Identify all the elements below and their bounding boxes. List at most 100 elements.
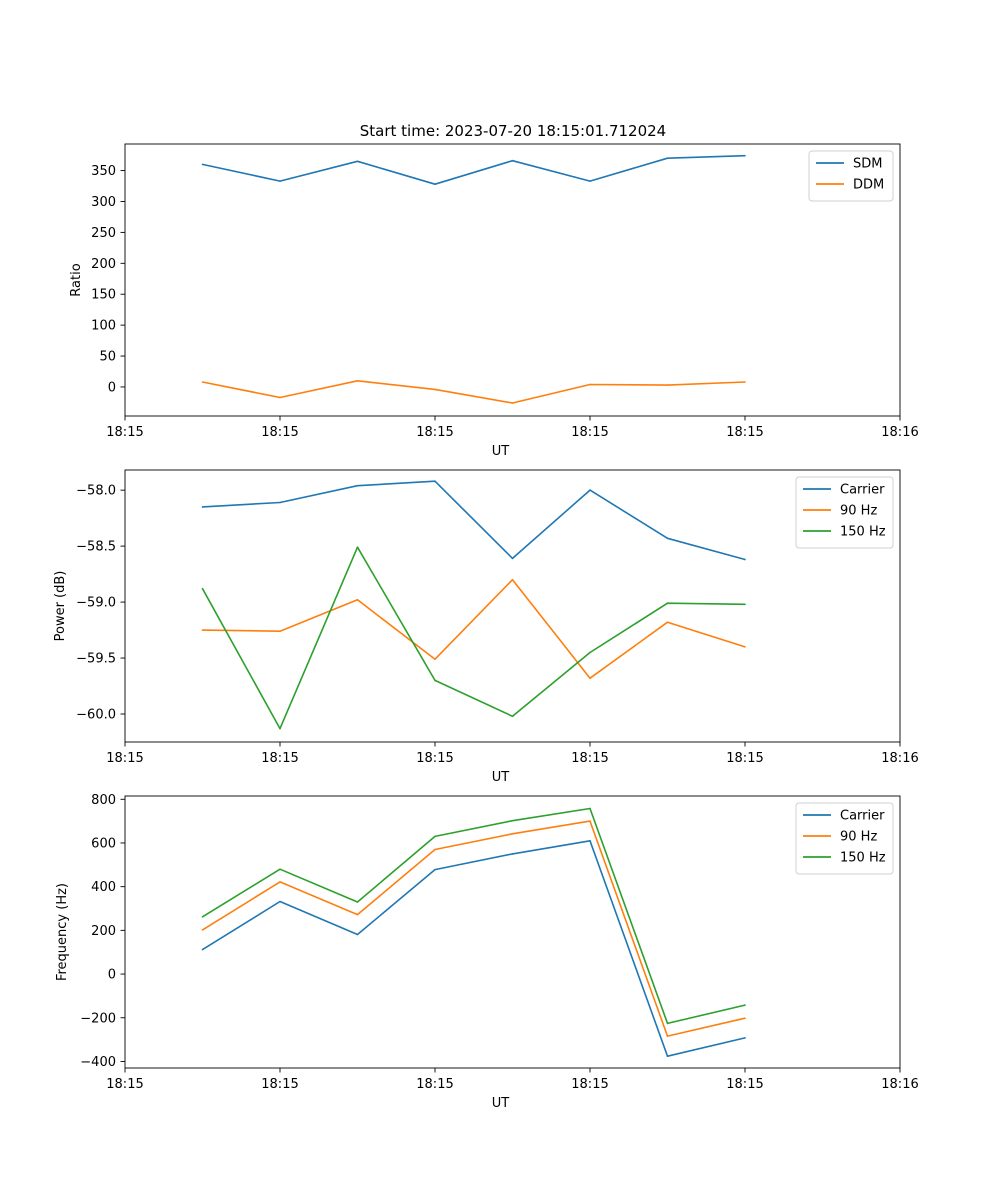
- x-axis-label: UT: [492, 1096, 510, 1111]
- data-point-150-hz: [589, 651, 591, 654]
- data-point-carrier: [511, 557, 514, 560]
- y-tick-label: 0: [108, 380, 116, 395]
- series-line-sdm: [202, 154, 746, 185]
- y-tick-label: 150: [91, 288, 116, 303]
- y-tick-label: 400: [91, 880, 116, 895]
- series-line-150-hz: [201, 546, 746, 730]
- y-tick-label: −59.0: [76, 596, 116, 611]
- data-point-90-hz: [589, 820, 591, 822]
- y-axis-label: Power (dB): [53, 571, 68, 642]
- y-tick-label: 600: [91, 836, 116, 851]
- legend: Carrier 90 Hz 150 Hz: [795, 802, 894, 875]
- data-point-150-hz: [201, 587, 204, 590]
- y-tick-label: 200: [91, 257, 116, 272]
- legend: SDM DDM: [808, 150, 894, 202]
- data-point-90-hz: [434, 658, 436, 660]
- data-point-90-hz: [279, 630, 281, 632]
- data-point-150-hz: [356, 546, 359, 549]
- data-point-90-hz: [744, 1017, 746, 1019]
- data-point-ddm: [511, 402, 514, 404]
- data-point-90-hz: [356, 913, 359, 916]
- data-point-150-hz: [201, 916, 204, 918]
- data-point-90-hz: [589, 677, 591, 679]
- y-tick-label: −58.5: [76, 540, 116, 555]
- data-point-carrier: [279, 501, 281, 504]
- data-point-90-hz: [201, 929, 204, 931]
- data-point-ddm: [589, 383, 591, 386]
- data-point-sdm: [666, 157, 669, 160]
- data-point-150-hz: [279, 727, 281, 730]
- data-point-150-hz: [434, 679, 436, 682]
- axes-frame: [124, 143, 901, 417]
- data-point-carrier: [356, 933, 359, 936]
- x-tick-label: 18:15: [726, 425, 763, 440]
- x-axis-label: UT: [492, 770, 510, 785]
- x-tick-label: 18:15: [416, 1077, 453, 1092]
- legend-label: 90 Hz: [840, 504, 877, 519]
- axes-frame: [124, 469, 901, 743]
- data-point-150-hz: [511, 715, 514, 718]
- x-tick-label: 18:15: [261, 425, 298, 440]
- data-point-carrier: [434, 868, 436, 871]
- legend-label: 150 Hz: [840, 851, 886, 866]
- x-tick-label: 18:15: [726, 751, 763, 766]
- chart-panel-power: 18:15 18:15 18:15 18:15 18:15 18:16 −60.0 −59.5…: [53, 469, 919, 785]
- y-tick-label: 200: [91, 924, 116, 939]
- data-point-90-hz: [511, 832, 514, 835]
- series-line-carrier: [202, 480, 746, 561]
- x-tick-label: 18:16: [881, 751, 918, 766]
- series-line-ddm: [202, 379, 746, 404]
- data-point-sdm: [744, 154, 746, 157]
- y-axis-label: Ratio: [69, 263, 84, 296]
- data-point-150-hz: [589, 807, 591, 810]
- x-tick-label: 18:15: [106, 425, 143, 440]
- data-point-sdm: [434, 183, 436, 185]
- data-point-90-hz: [511, 578, 514, 581]
- data-point-90-hz: [666, 621, 669, 624]
- y-tick-label: 300: [91, 195, 116, 210]
- axes-frame: [124, 795, 901, 1069]
- y-tick-label: −400: [80, 1055, 116, 1070]
- data-point-150-hz: [434, 835, 436, 838]
- y-tick-label: −59.5: [76, 652, 116, 667]
- chart-panel-ratio: 18:15 18:15 18:15 18:15 18:15 18:16 0 50 100 150 2…: [69, 143, 919, 459]
- legend-label: Carrier: [840, 809, 885, 824]
- data-point-ddm: [201, 381, 204, 383]
- legend-label: 90 Hz: [840, 830, 877, 845]
- data-point-carrier: [744, 558, 746, 561]
- series-line-90-hz: [202, 578, 746, 680]
- y-tick-label: −60.0: [76, 708, 116, 723]
- data-point-sdm: [279, 180, 281, 182]
- series-line-90-hz: [202, 820, 746, 1037]
- data-point-90-hz: [279, 881, 281, 883]
- x-tick-label: 18:16: [881, 425, 918, 440]
- data-point-ddm: [666, 384, 669, 386]
- y-tick-label: 800: [91, 793, 116, 808]
- y-tick-label: 0: [108, 968, 116, 983]
- data-point-carrier: [201, 506, 204, 508]
- x-tick-label: 18:15: [261, 751, 298, 766]
- x-tick-label: 18:15: [106, 751, 143, 766]
- data-point-carrier: [666, 537, 669, 540]
- y-tick-label: 100: [91, 319, 116, 334]
- y-tick-label: 350: [91, 164, 116, 179]
- data-point-carrier: [356, 484, 359, 487]
- data-point-150-hz: [744, 1004, 746, 1006]
- data-point-sdm: [511, 159, 514, 162]
- series-line-carrier: [202, 839, 746, 1057]
- x-tick-label: 18:15: [106, 1077, 143, 1092]
- data-point-150-hz: [666, 602, 669, 605]
- series-line-150-hz: [202, 807, 746, 1025]
- data-point-150-hz: [279, 868, 281, 870]
- legend-label: DDM: [853, 178, 884, 193]
- data-point-ddm: [744, 381, 746, 383]
- chart-panel-frequency: 18:15 18:15 18:15 18:15 18:15 18:16 −400 −200 0 2…: [55, 793, 919, 1111]
- data-point-90-hz: [744, 646, 746, 648]
- data-point-carrier: [589, 839, 591, 842]
- data-point-carrier: [201, 948, 204, 951]
- x-tick-label: 18:15: [571, 751, 608, 766]
- data-point-90-hz: [356, 599, 359, 601]
- data-point-sdm: [356, 160, 359, 163]
- data-point-90-hz: [201, 629, 204, 631]
